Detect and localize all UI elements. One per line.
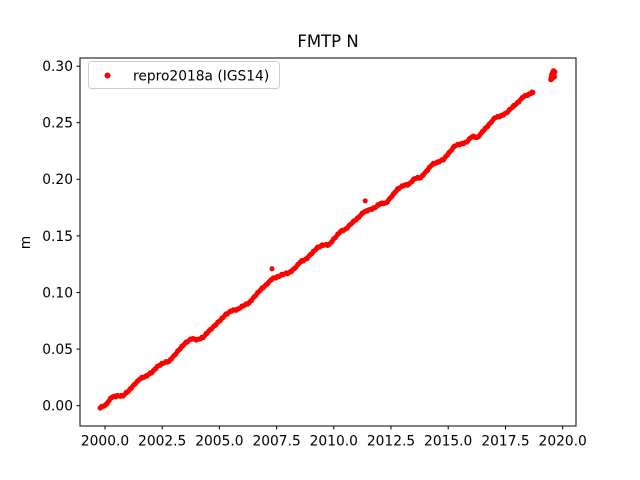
scatter-point	[205, 331, 210, 336]
scatter-point	[445, 153, 451, 158]
scatter-point	[176, 347, 182, 353]
legend: repro2018a (IGS14)	[88, 61, 280, 89]
legend-label: repro2018a (IGS14)	[133, 69, 269, 85]
scatter-point	[325, 243, 330, 248]
scatter-outlier-point	[269, 266, 275, 272]
legend-marker-dot	[104, 72, 111, 79]
scatter-point	[256, 289, 262, 295]
scatter-point	[508, 106, 513, 112]
y-tick-label: 0.20	[42, 172, 73, 188]
x-tick-label: 2017.5	[481, 434, 529, 450]
x-tick-label: 2015.0	[424, 434, 472, 450]
scatter-point	[428, 163, 433, 169]
scatter-series	[97, 68, 558, 411]
y-tick-label: 0.25	[42, 116, 73, 132]
scatter-outlier-point	[362, 198, 368, 204]
scatter-point	[153, 366, 159, 372]
axes-frame	[79, 57, 577, 427]
x-tick-label: 2012.5	[367, 434, 415, 450]
scatter-point	[479, 129, 485, 134]
axes-layer: 2000.0 2002.5 2005.0 2007.5 2010.0 2012.5 2015…	[42, 57, 587, 450]
scatter-point	[136, 377, 142, 383]
scatter-point	[296, 261, 302, 267]
scatter-point	[388, 195, 393, 200]
x-tick-label: 2002.5	[138, 434, 186, 450]
scatter-point	[529, 89, 535, 95]
x-tick-label: 2005.0	[195, 434, 243, 450]
scatter-point	[348, 221, 353, 227]
y-tick-label: 0.30	[42, 59, 73, 75]
x-tick-label: 2010.0	[310, 434, 358, 450]
y-tick-label: 0.00	[42, 399, 73, 415]
chart-title: FMTP N	[297, 32, 358, 51]
x-tick-label: 2020.0	[539, 434, 587, 450]
scatter-point	[416, 176, 422, 181]
scatter-point	[485, 124, 491, 130]
scatter-cluster-point	[552, 69, 558, 75]
y-tick-label: 0.10	[42, 285, 73, 301]
y-tick-label: 0.15	[42, 229, 73, 245]
x-tick-label: 2000.0	[81, 434, 129, 450]
scatter-point	[216, 319, 222, 324]
scatter-point	[165, 360, 170, 365]
y-tick-label: 0.05	[42, 342, 73, 358]
scatter-point	[125, 390, 130, 395]
x-tick-label: 2007.5	[252, 434, 300, 450]
scatter-point	[245, 302, 250, 307]
y-axis-label: m	[18, 236, 34, 249]
legend-box	[88, 61, 280, 89]
scatter-point	[353, 217, 359, 223]
scatter-cluster-point	[551, 74, 558, 80]
scatter-point	[308, 251, 313, 257]
scatter-point	[336, 231, 342, 236]
